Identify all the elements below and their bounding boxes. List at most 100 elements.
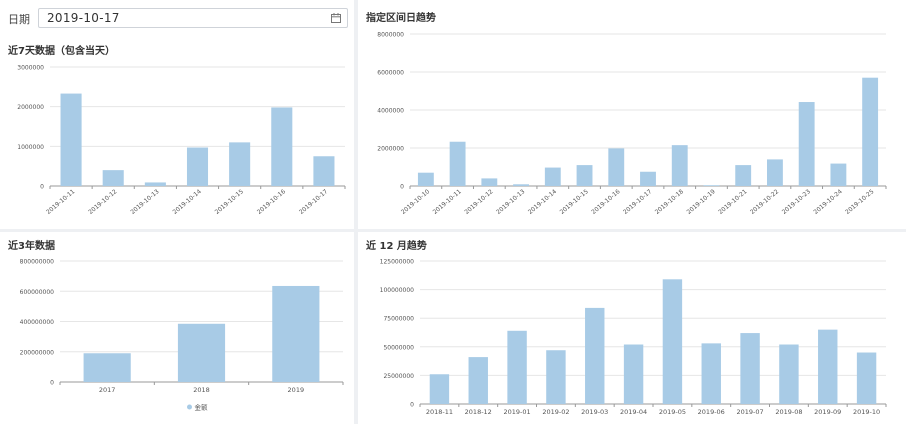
legend-marker[interactable]	[187, 404, 192, 410]
x-tick-label: 2019-10-12	[463, 188, 494, 216]
bar[interactable]	[229, 142, 251, 186]
x-tick-label: 2019-05	[659, 408, 686, 416]
bar[interactable]	[83, 353, 131, 382]
bar[interactable]	[740, 333, 760, 404]
y-tick-label: 100000000	[380, 287, 415, 294]
panel-months: 近 12 月趋势 0 25000000 50000000 75000000 100000…	[358, 232, 906, 424]
y-tick-label: 25000000	[383, 373, 414, 380]
y-tick-label: 0	[410, 402, 414, 409]
bar[interactable]	[449, 141, 466, 186]
bar[interactable]	[60, 93, 82, 186]
x-tick-label: 2019-10-13	[129, 188, 160, 216]
bar[interactable]	[177, 323, 226, 382]
y-tick-label: 800000000	[20, 259, 55, 266]
date-value: 2019-10-17	[47, 11, 120, 25]
x-tick-label: 2019-10-12	[87, 188, 118, 216]
bar[interactable]	[481, 178, 498, 186]
x-tick-label: 2019-10-16	[256, 188, 287, 216]
chart-title-months: 近 12 月趋势	[366, 241, 427, 252]
x-tick-label: 2019-10-14	[527, 188, 558, 216]
chart-months: 0 25000000 50000000 75000000 100000000 125000…	[380, 259, 887, 416]
x-tick-label: 2019-10-10	[400, 188, 431, 216]
panel-range: 指定区间日趋势 0 2000000 4000000 6000000 8000000 201…	[358, 0, 906, 229]
y-tick-label: 125000000	[380, 259, 415, 266]
x-tick-label: 2019-10-23	[781, 188, 812, 216]
bar[interactable]	[701, 343, 721, 404]
y-tick-label: 4000000	[377, 108, 404, 115]
y-tick-label: 0	[400, 184, 404, 191]
bar[interactable]	[576, 165, 593, 186]
y-tick-label: 3000000	[17, 65, 44, 72]
bar[interactable]	[640, 171, 656, 186]
x-tick-label: 2019-10-21	[717, 188, 748, 216]
bar[interactable]	[798, 102, 815, 186]
x-tick-label: 2019-09	[814, 408, 841, 416]
x-tick-label: 2019-10-22	[749, 188, 780, 216]
bar[interactable]	[735, 165, 752, 186]
x-tick-label: 2019-10-24	[812, 188, 843, 216]
x-tick-label: 2019-10	[853, 408, 880, 416]
x-tick-label: 2018-12	[465, 408, 492, 416]
bar[interactable]	[186, 147, 209, 186]
x-tick-label: 2019	[288, 386, 305, 394]
panel-last7: 日期 2019-10-17 近7天数据（包含当天） 0 1000000 200000…	[0, 0, 354, 229]
x-tick-label: 2018	[193, 386, 210, 394]
date-label: 日期	[8, 13, 30, 26]
x-tick-label: 2019-03	[581, 408, 608, 416]
y-tick-label: 50000000	[383, 344, 414, 351]
bar[interactable]	[271, 107, 293, 186]
bar[interactable]	[608, 148, 625, 186]
x-tick-label: 2019-10-14	[172, 188, 203, 216]
chart-title-years: 近3年数据	[8, 241, 55, 252]
bar[interactable]	[830, 163, 847, 186]
x-tick-label: 2019-07	[736, 408, 763, 416]
x-tick-label: 2019-08	[775, 408, 802, 416]
bar[interactable]	[544, 167, 561, 186]
date-filter: 日期 2019-10-17	[0, 0, 354, 36]
bar[interactable]	[779, 344, 799, 404]
bar[interactable]	[546, 350, 566, 404]
bar[interactable]	[623, 344, 644, 404]
x-tick-label: 2019-10-25	[844, 188, 875, 216]
date-input[interactable]: 2019-10-17	[38, 8, 348, 28]
calendar-icon[interactable]	[331, 13, 341, 23]
x-tick-label: 2019-10-19	[686, 188, 717, 216]
chart-title-range: 指定区间日趋势	[366, 13, 436, 24]
chart-years: 0 200000000 400000000 600000000 800000000 201…	[20, 259, 344, 412]
x-tick-label: 2017	[99, 386, 116, 394]
bar[interactable]	[468, 357, 488, 404]
bar[interactable]	[703, 185, 720, 186]
bar[interactable]	[272, 285, 320, 382]
bar[interactable]	[417, 172, 434, 186]
y-tick-label: 600000000	[20, 289, 55, 296]
bar[interactable]	[102, 170, 124, 186]
y-tick-label: 2000000	[17, 104, 44, 111]
x-tick-label: 2019-10-17	[298, 188, 329, 216]
x-tick-label: 2019-10-11	[45, 188, 76, 216]
legend-label[interactable]: 金额	[195, 403, 209, 412]
x-tick-label: 2019-10-15	[214, 188, 245, 216]
bar[interactable]	[313, 156, 335, 186]
y-tick-label: 6000000	[377, 70, 404, 77]
x-tick-label: 2019-10-18	[654, 188, 685, 216]
bar[interactable]	[671, 145, 688, 186]
bar[interactable]	[818, 329, 838, 404]
y-tick-label: 1000000	[17, 144, 44, 151]
x-tick-label: 2019-10-13	[495, 188, 526, 216]
x-tick-label: 2019-04	[620, 408, 647, 416]
x-tick-label: 2018-11	[426, 408, 453, 416]
bar[interactable]	[507, 330, 527, 404]
y-tick-label: 2000000	[377, 146, 404, 153]
bar[interactable]	[856, 352, 877, 404]
bar[interactable]	[585, 307, 605, 404]
bar[interactable]	[662, 279, 683, 404]
bar[interactable]	[144, 182, 166, 186]
y-tick-label: 400000000	[20, 319, 55, 326]
bar[interactable]	[767, 159, 783, 186]
y-tick-label: 0	[50, 380, 54, 387]
bar[interactable]	[862, 77, 879, 186]
y-tick-label: 75000000	[383, 316, 414, 323]
bar[interactable]	[429, 374, 450, 404]
x-tick-label: 2019-10-15	[559, 188, 590, 216]
bar[interactable]	[513, 184, 529, 186]
